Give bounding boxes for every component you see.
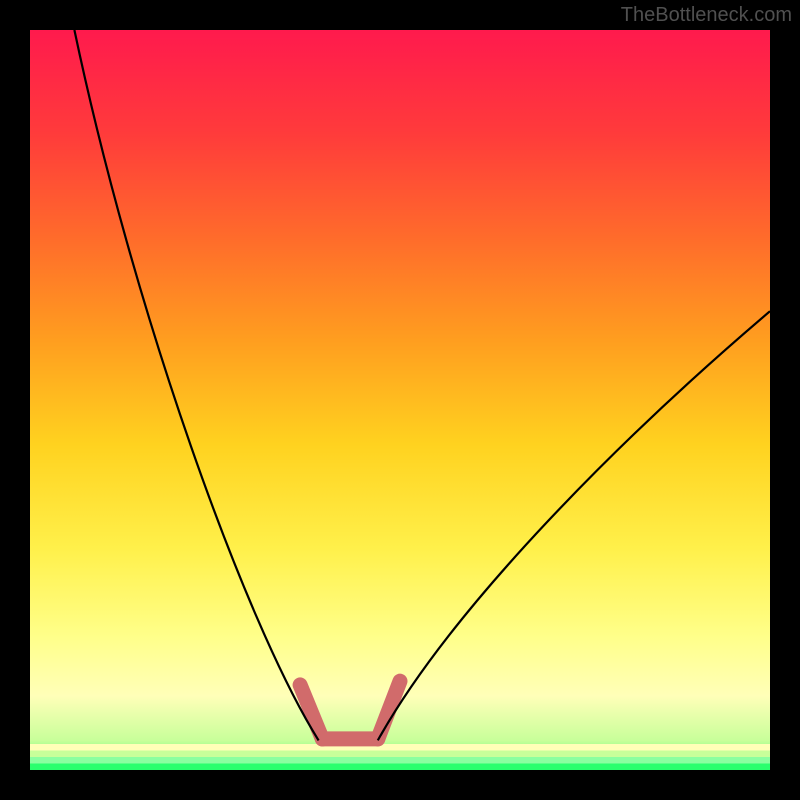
plot-area: [30, 30, 770, 770]
right-curve: [378, 311, 770, 740]
valley-highlight-segment: [300, 685, 322, 739]
left-curve: [74, 30, 318, 740]
watermark-text: TheBottleneck.com: [621, 4, 792, 27]
curve-overlay: [30, 30, 770, 770]
